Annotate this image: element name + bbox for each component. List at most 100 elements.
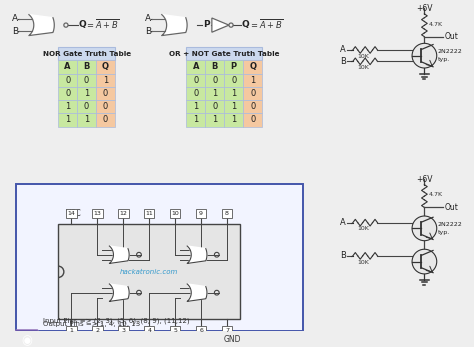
FancyBboxPatch shape bbox=[58, 47, 115, 60]
FancyBboxPatch shape bbox=[16, 330, 38, 347]
Text: Out: Out bbox=[444, 203, 458, 212]
Text: GND: GND bbox=[224, 336, 241, 344]
Text: hackatronic.com: hackatronic.com bbox=[120, 269, 178, 275]
FancyBboxPatch shape bbox=[144, 209, 155, 218]
FancyBboxPatch shape bbox=[186, 60, 205, 74]
Text: B: B bbox=[340, 251, 346, 260]
FancyBboxPatch shape bbox=[77, 87, 96, 100]
FancyBboxPatch shape bbox=[170, 209, 181, 218]
Text: 0: 0 bbox=[193, 76, 198, 85]
Text: 0: 0 bbox=[212, 76, 218, 85]
FancyBboxPatch shape bbox=[118, 326, 128, 335]
Text: 5: 5 bbox=[173, 328, 177, 333]
Text: 12: 12 bbox=[119, 211, 127, 216]
FancyBboxPatch shape bbox=[17, 184, 303, 331]
Text: 2: 2 bbox=[95, 328, 100, 333]
FancyBboxPatch shape bbox=[205, 100, 224, 113]
Text: 0: 0 bbox=[193, 89, 198, 98]
FancyBboxPatch shape bbox=[58, 100, 77, 113]
Text: VCC: VCC bbox=[66, 209, 82, 218]
Text: 1: 1 bbox=[84, 89, 89, 98]
FancyBboxPatch shape bbox=[196, 326, 206, 335]
Text: 1: 1 bbox=[193, 116, 198, 125]
Text: 13: 13 bbox=[93, 211, 101, 216]
Text: 0: 0 bbox=[250, 102, 255, 111]
Text: Q: Q bbox=[242, 20, 249, 29]
FancyBboxPatch shape bbox=[205, 74, 224, 87]
FancyBboxPatch shape bbox=[96, 113, 115, 127]
Text: 2N2222: 2N2222 bbox=[438, 49, 463, 54]
FancyBboxPatch shape bbox=[243, 100, 262, 113]
FancyBboxPatch shape bbox=[222, 326, 232, 335]
FancyBboxPatch shape bbox=[205, 87, 224, 100]
Circle shape bbox=[412, 249, 437, 274]
Text: 8: 8 bbox=[225, 211, 229, 216]
FancyBboxPatch shape bbox=[77, 60, 96, 74]
Text: A: A bbox=[340, 218, 346, 227]
Text: 10K: 10K bbox=[358, 260, 370, 265]
Text: 0: 0 bbox=[212, 102, 218, 111]
Text: 4.7K: 4.7K bbox=[428, 193, 442, 197]
FancyBboxPatch shape bbox=[222, 209, 232, 218]
FancyBboxPatch shape bbox=[224, 87, 243, 100]
FancyBboxPatch shape bbox=[186, 113, 205, 127]
Text: 1: 1 bbox=[65, 116, 70, 125]
Text: A: A bbox=[145, 15, 151, 24]
Text: 10: 10 bbox=[171, 211, 179, 216]
Text: 0: 0 bbox=[103, 102, 108, 111]
Text: OR + NOT Gate Truth Table: OR + NOT Gate Truth Table bbox=[169, 51, 280, 57]
Text: 1: 1 bbox=[212, 116, 218, 125]
Text: 1: 1 bbox=[103, 76, 108, 85]
FancyBboxPatch shape bbox=[92, 209, 102, 218]
Text: 2N2222: 2N2222 bbox=[438, 222, 463, 227]
Text: 0: 0 bbox=[103, 89, 108, 98]
Text: 1: 1 bbox=[84, 116, 89, 125]
Text: 0: 0 bbox=[65, 76, 70, 85]
FancyBboxPatch shape bbox=[196, 209, 206, 218]
FancyBboxPatch shape bbox=[66, 209, 77, 218]
FancyBboxPatch shape bbox=[77, 113, 96, 127]
Text: 3: 3 bbox=[121, 328, 125, 333]
Text: 1: 1 bbox=[212, 89, 218, 98]
Polygon shape bbox=[109, 246, 129, 263]
Polygon shape bbox=[187, 246, 207, 263]
Circle shape bbox=[412, 216, 437, 241]
Polygon shape bbox=[162, 15, 187, 36]
Polygon shape bbox=[29, 15, 55, 36]
Text: P: P bbox=[231, 62, 237, 71]
FancyBboxPatch shape bbox=[186, 100, 205, 113]
Text: B: B bbox=[145, 27, 151, 36]
FancyBboxPatch shape bbox=[243, 74, 262, 87]
Text: ◉: ◉ bbox=[21, 335, 32, 347]
Text: 10K: 10K bbox=[358, 54, 370, 59]
FancyBboxPatch shape bbox=[66, 326, 77, 335]
Text: 1: 1 bbox=[231, 89, 237, 98]
Text: 0: 0 bbox=[250, 116, 255, 125]
Text: $= \overline{A+B}$: $= \overline{A+B}$ bbox=[85, 17, 119, 31]
Text: $= \overline{A+B}$: $= \overline{A+B}$ bbox=[249, 17, 283, 31]
FancyBboxPatch shape bbox=[96, 87, 115, 100]
Text: 9: 9 bbox=[199, 211, 203, 216]
FancyBboxPatch shape bbox=[224, 113, 243, 127]
FancyBboxPatch shape bbox=[92, 326, 102, 335]
Text: 6: 6 bbox=[199, 328, 203, 333]
FancyBboxPatch shape bbox=[224, 100, 243, 113]
Text: 1: 1 bbox=[231, 116, 237, 125]
Text: +6V: +6V bbox=[416, 4, 433, 13]
FancyBboxPatch shape bbox=[186, 87, 205, 100]
FancyBboxPatch shape bbox=[243, 87, 262, 100]
FancyBboxPatch shape bbox=[58, 87, 77, 100]
Text: 0: 0 bbox=[84, 102, 89, 111]
FancyBboxPatch shape bbox=[186, 74, 205, 87]
Text: B: B bbox=[83, 62, 90, 71]
FancyBboxPatch shape bbox=[170, 326, 181, 335]
Text: 1: 1 bbox=[250, 76, 255, 85]
Text: Input Pins => (2, 3), (5, 6), (8, 9), (11,12): Input Pins => (2, 3), (5, 6), (8, 9), (1… bbox=[43, 318, 190, 324]
Text: 1: 1 bbox=[231, 102, 237, 111]
Text: 7: 7 bbox=[225, 328, 229, 333]
FancyBboxPatch shape bbox=[58, 113, 77, 127]
FancyBboxPatch shape bbox=[96, 60, 115, 74]
FancyBboxPatch shape bbox=[77, 100, 96, 113]
Text: 0: 0 bbox=[65, 89, 70, 98]
Text: 4.7K: 4.7K bbox=[428, 22, 442, 27]
